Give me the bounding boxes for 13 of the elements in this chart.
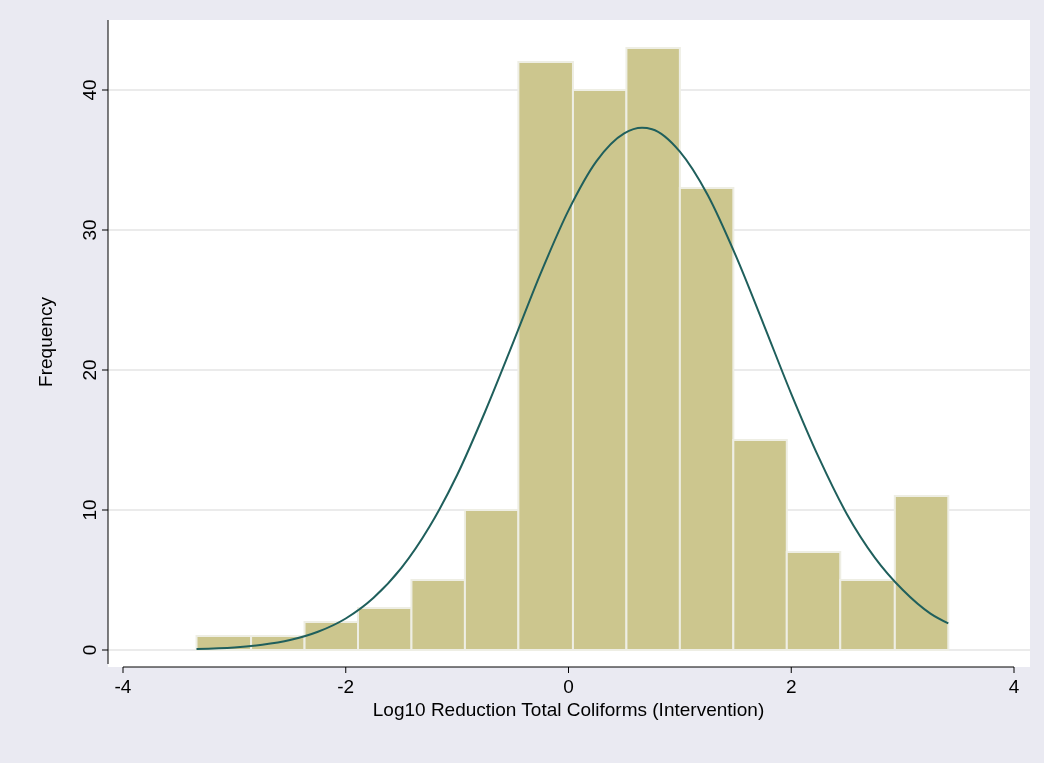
line-series <box>195 126 950 651</box>
y-axis-title: Frequency <box>35 296 56 387</box>
y-tick-label: 20 <box>79 359 100 381</box>
x-tick-label: 2 <box>785 676 797 697</box>
x-tick-label: -2 <box>337 676 355 697</box>
y-tick-label: 30 <box>79 219 100 241</box>
y-tick-label: 40 <box>79 79 100 101</box>
y-tick-label: 10 <box>79 499 100 521</box>
x-axis-title: Log10 Reduction Total Coliforms (Intervention) <box>372 699 765 720</box>
x-tick-label: -4 <box>114 676 132 697</box>
x-tick-label: 0 <box>563 676 574 697</box>
x-tick-label: 4 <box>1008 676 1020 697</box>
y-tick-label: 0 <box>79 644 100 656</box>
